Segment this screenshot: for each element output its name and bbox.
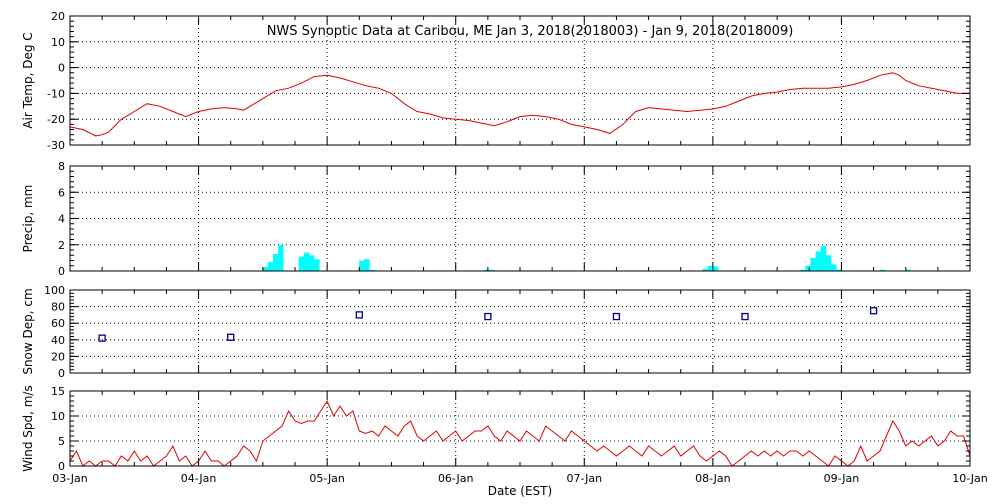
precip-bar [820, 246, 827, 271]
panel-frame [69, 390, 971, 467]
x-tick-label: 10-Jan [952, 472, 988, 485]
precip-bar [267, 261, 274, 271]
precip-bar [831, 264, 837, 271]
x-tick-label: 09-Jan [824, 472, 860, 485]
precip-bar [800, 269, 806, 271]
precip-bar [303, 252, 310, 271]
snow-depth-point [869, 307, 878, 315]
y-tick-label: -20 [47, 113, 65, 126]
snow-depth-point [741, 312, 749, 321]
precip-bar [309, 255, 315, 271]
x-axis-label: Date (EST) [488, 484, 552, 498]
y-tick-label: 10 [51, 410, 65, 423]
y-tick-label: 2 [58, 239, 65, 252]
y-tick-label: 4 [58, 213, 65, 226]
y-tick-label: 80 [51, 301, 65, 314]
y-tick-label: 0 [58, 460, 65, 473]
y-tick-label: 100 [44, 284, 65, 297]
precip-bar [712, 266, 719, 271]
precip-bar [805, 265, 811, 271]
y-axis-label: Precip, mm [21, 185, 35, 253]
y-tick-label: 0 [58, 62, 65, 75]
y-axis-label: Air Temp, Deg C [21, 32, 35, 128]
y-axis-label: Snow Dep, cm [21, 288, 35, 374]
y-tick-label: 0 [58, 367, 65, 380]
precip-bar [483, 269, 490, 271]
y-tick-label: -30 [47, 139, 65, 152]
y-tick-label: 10 [51, 36, 65, 49]
x-tick-label: 03-Jan [52, 472, 88, 485]
series-line [69, 72, 970, 137]
y-axis-label: Wind Spd, m/s [21, 385, 35, 471]
precip-bar [314, 259, 320, 271]
snow-depth-point [612, 312, 621, 321]
precip-bar [825, 255, 832, 271]
chart-title: NWS Synoptic Data at Caribou, ME Jan 3, … [267, 24, 794, 39]
precip-bar [278, 244, 284, 271]
precip-bar [298, 256, 305, 271]
y-tick-label: 20 [51, 10, 65, 23]
snow-depth-point [98, 334, 106, 342]
precip-bar [879, 269, 886, 271]
precip-bar [262, 267, 269, 271]
precip-bar [815, 251, 821, 271]
x-tick-label: 07-Jan [567, 472, 603, 485]
precip-bar [905, 269, 911, 271]
y-tick-label: 15 [51, 385, 65, 398]
y-tick-label: 40 [51, 334, 65, 347]
panel-frame [69, 165, 971, 272]
y-tick-label: 0 [58, 265, 65, 278]
precip-bar [364, 259, 370, 271]
precip-bar [489, 269, 495, 271]
x-tick-label: 04-Jan [181, 472, 217, 485]
snow-depth-point [227, 333, 235, 341]
panel-frame [69, 15, 971, 146]
precip-bar [836, 269, 842, 271]
y-tick-label: 8 [58, 160, 65, 173]
x-tick-label: 08-Jan [695, 472, 731, 485]
y-tick-label: -10 [47, 87, 65, 100]
y-tick-label: 5 [58, 435, 65, 448]
y-tick-label: 6 [58, 186, 65, 199]
precip-bar [707, 265, 713, 271]
series-line [69, 399, 971, 467]
x-tick-label: 05-Jan [309, 472, 345, 485]
precip-bar [273, 253, 279, 271]
panel-frame [69, 289, 971, 374]
y-tick-label: 60 [51, 317, 65, 330]
snow-depth-point [355, 311, 363, 319]
y-tick-label: 20 [51, 350, 65, 363]
precip-bar [810, 257, 816, 271]
precip-bar [369, 269, 375, 271]
precip-bar [359, 260, 365, 271]
snow-depth-point [484, 312, 492, 321]
precip-bar [702, 269, 708, 271]
x-tick-label: 06-Jan [438, 472, 474, 485]
